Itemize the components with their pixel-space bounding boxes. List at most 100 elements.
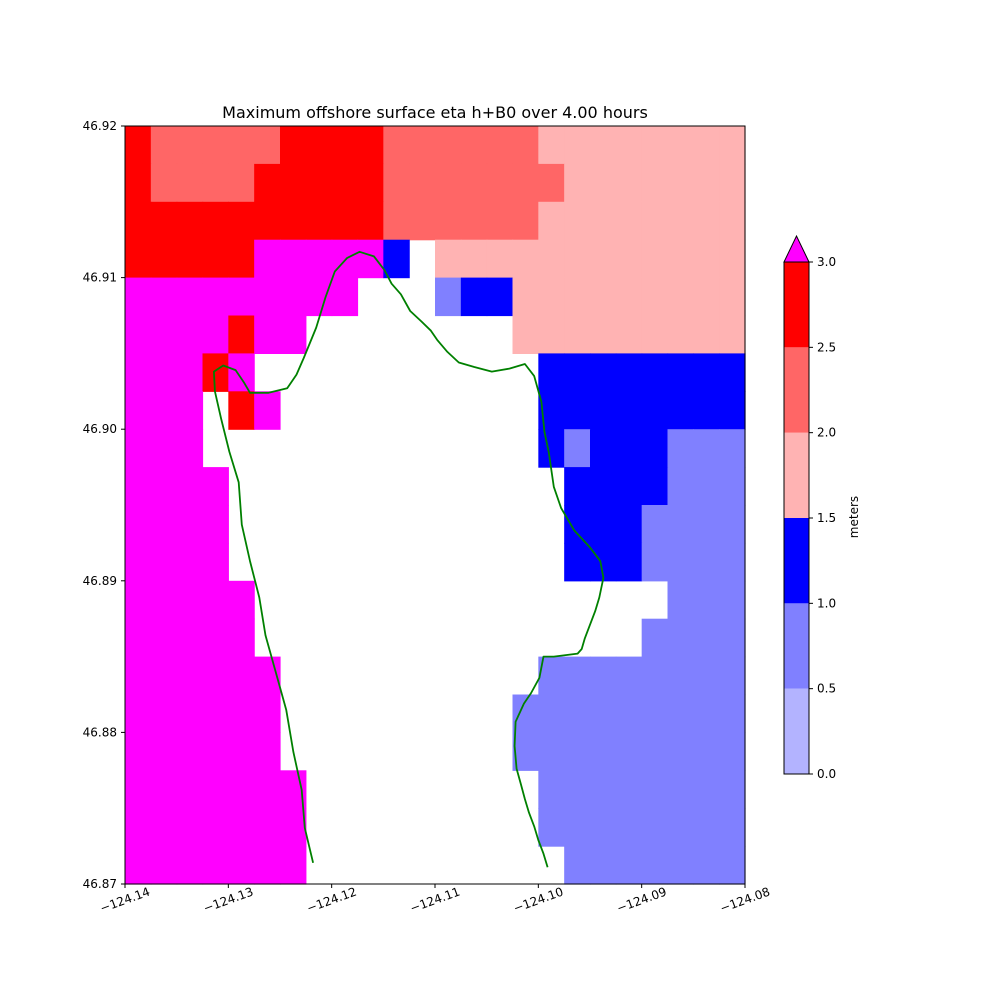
heatmap-cell [228,770,255,809]
heatmap-cell [641,429,669,468]
colorbar-tick-label: 1.5 [817,511,836,525]
heatmap-cell [693,126,720,165]
heatmap-cell [176,467,204,506]
heatmap-cell [460,239,488,279]
heatmap-cell [538,239,565,279]
heatmap-cell [202,656,229,696]
heatmap-cell [693,391,720,430]
heatmap-cell [125,770,152,809]
x-axis: −124.14 −124.13 −124.12 −124.11 −124.10 −124.… [98,884,772,915]
y-tick-label: 46.88 [83,725,117,739]
heatmap-cell [435,239,462,279]
heatmap-cell [719,732,746,771]
heatmap-cell [564,694,591,733]
heatmap-cell [228,239,255,279]
heatmap-cell [615,201,643,241]
colorbar-tick-label: 0.5 [817,682,836,696]
heatmap-cell [693,808,720,847]
heatmap-cell [693,277,720,317]
heatmap-cell [228,732,255,771]
heatmap-cell [719,163,746,203]
heatmap-cell [228,163,255,203]
heatmap-cell [331,239,359,279]
heatmap-cell [641,846,669,885]
heatmap-cell [564,467,591,506]
heatmap-cell [719,694,746,733]
heatmap-cell [357,239,384,279]
heatmap-cell [305,277,333,317]
heatmap-cell [228,315,255,354]
heatmap-cell [176,694,204,733]
heatmap-cell [331,126,359,165]
heatmap-cell [693,656,720,696]
heatmap-cell [150,277,178,317]
x-tick-label: −124.12 [305,885,359,916]
heatmap-cell [719,126,746,165]
x-tick-label: −124.11 [408,885,462,916]
heatmap-cell [641,126,669,165]
heatmap-cell [590,770,617,809]
heatmap-cell [615,656,643,696]
heatmap-cell [564,353,591,392]
heatmap-cell [564,846,591,885]
heatmap-cell [125,846,152,885]
heatmap-cell [331,201,359,241]
y-tick-label: 46.90 [83,422,117,436]
heatmap-cell [641,694,669,733]
heatmap-cell [719,808,746,847]
heatmap-cell [693,732,720,771]
heatmap-cell [228,580,255,620]
heatmap-cell [125,808,152,847]
heatmap-cell [435,201,462,241]
heatmap-cell [667,770,694,809]
heatmap-cell [615,126,643,165]
coastline-path [213,250,605,868]
colorbar-label: meters [847,496,861,538]
heatmap-cell [693,429,720,468]
heatmap-cell [590,808,617,847]
heatmap-cell [254,201,281,241]
heatmap-cell [564,808,591,847]
heatmap-cell [305,201,333,241]
heatmap-cell [641,201,669,241]
heatmap-cell [641,353,669,392]
heatmap-cell [538,808,565,847]
heatmap-cell [150,846,178,885]
colorbar-segment [784,688,809,774]
colorbar-segment [784,518,809,604]
heatmap-cell [693,618,720,658]
heatmap-cell [202,618,229,658]
heatmap-cell [538,163,565,203]
heatmap-cell [150,467,178,506]
heatmap-cell [460,201,488,241]
heatmap-cell [409,201,436,241]
heatmap-cell [590,315,617,354]
heatmap-cell [228,618,255,658]
heatmap-cell [590,656,617,696]
heatmap-cell [641,277,669,317]
heatmap-cell [435,277,462,317]
heatmap-cells [125,126,746,885]
heatmap-cell [641,391,669,430]
heatmap-cell [615,808,643,847]
heatmap-cell [254,391,281,430]
y-tick-label: 46.87 [83,877,117,891]
heatmap-cell [693,239,720,279]
heatmap-cell [667,391,694,430]
heatmap-cell [590,201,617,241]
heatmap-cell [150,694,178,733]
heatmap-cell [719,239,746,279]
heatmap-cell [435,163,462,203]
heatmap-cell [564,201,591,241]
x-tick-label: −124.13 [201,885,255,916]
heatmap-cell [228,277,255,317]
heatmap-cell [435,126,462,165]
heatmap-cell [176,429,204,468]
heatmap-cell [719,770,746,809]
heatmap-cell [176,277,204,317]
heatmap-cell [564,126,591,165]
heatmap-cell [280,846,307,885]
heatmap-cell [150,391,178,430]
heatmap-cell [590,277,617,317]
